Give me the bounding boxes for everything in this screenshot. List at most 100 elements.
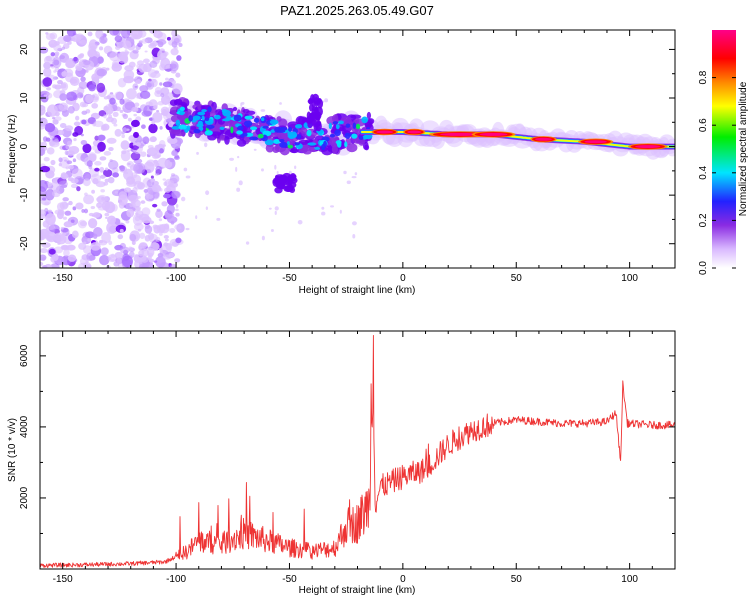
colorbar-tick-label: 0.6 <box>698 118 709 132</box>
heatmap-feature <box>306 111 311 120</box>
heatmap-noise-cell <box>157 41 164 48</box>
heatmap-noise-cell <box>125 219 130 224</box>
heatmap-noise-cell <box>103 114 107 119</box>
heatmap-noise-cell <box>115 41 119 45</box>
heatmap-noise-cell <box>59 123 67 129</box>
heatmap-hot-blob <box>261 117 265 122</box>
heatmap-speckle <box>346 180 351 185</box>
heatmap-noise-cell <box>163 242 169 247</box>
heatmap-noise-cell <box>108 146 114 152</box>
heatmap-noise-cell <box>50 52 56 57</box>
heatmap-noise-cell <box>108 240 113 246</box>
heatmap-noise-cell <box>113 123 118 127</box>
heatmap-noise-cell <box>43 156 50 162</box>
heatmap-feature <box>307 98 314 104</box>
heatmap-noise-cell <box>157 157 169 169</box>
heatmap-core-blob <box>277 131 289 141</box>
heatmap-noise-cell <box>53 43 62 52</box>
heatmap-feature <box>275 174 285 179</box>
heatmap-hot-blob <box>244 115 253 120</box>
heatmap-noise-cell <box>161 144 166 147</box>
heatmap-noise-cell <box>108 30 120 36</box>
heatmap-speckle <box>274 206 279 211</box>
heatmap-speckle <box>279 102 282 105</box>
heatmap-core-blob <box>224 135 230 145</box>
chart-title: PAZ1.2025.263.05.49.G07 <box>280 3 434 18</box>
bottom-xtick-label: -150 <box>53 574 73 585</box>
line-layer <box>40 334 675 568</box>
heatmap-noise-cell <box>92 212 101 218</box>
heatmap-feature <box>311 108 319 117</box>
heatmap-noise-cell <box>133 222 144 231</box>
heatmap-speckle <box>216 217 221 221</box>
heatmap-noise-cell <box>47 209 53 213</box>
heatmap-hotspot-core <box>635 145 661 149</box>
heatmap-noise-cell <box>60 173 69 180</box>
heatmap-noise-cell <box>87 31 93 37</box>
heatmap-noise-cell <box>99 156 107 161</box>
heatmap-noise-cell <box>60 83 67 89</box>
heatmap-noise-cell <box>133 162 144 175</box>
heatmap-noise-cell <box>46 224 56 231</box>
top-xtick-label: -50 <box>282 273 297 284</box>
heatmap-speckle <box>330 205 335 208</box>
heatmap-noise-cell <box>41 242 51 248</box>
heatmap-noise-cell <box>82 143 92 154</box>
heatmap-noise-cell <box>87 237 92 242</box>
heatmap-noise-cell <box>62 197 69 202</box>
top-xlabel: Height of straight line (km) <box>299 285 416 296</box>
heatmap-noise-cell <box>58 180 68 188</box>
heatmap-noise-cell <box>41 197 47 201</box>
heatmap-hot-blob <box>328 122 332 130</box>
heatmap-noise-cell <box>122 127 127 133</box>
heatmap-noise-cell <box>51 253 59 262</box>
heatmap-noise-cell <box>90 93 100 103</box>
heatmap-noise-cell <box>99 174 106 179</box>
heatmap-noise-cell <box>66 140 73 146</box>
bottom-xlabel: Height of straight line (km) <box>299 585 416 596</box>
heatmap-noise-cell <box>173 37 180 44</box>
heatmap-noise-cell <box>68 200 73 206</box>
heatmap-noise-cell <box>64 159 68 162</box>
heatmap-noise-cell <box>51 117 56 120</box>
heatmap-hot-blob <box>264 139 274 146</box>
heatmap-noise-cell <box>40 248 48 254</box>
heatmap-noise-cell <box>143 188 149 193</box>
heatmap-noise-cell <box>41 141 47 148</box>
heatmap-hot-blob <box>362 135 368 140</box>
heatmap-noise-cell <box>169 158 175 163</box>
heatmap-noise-cell <box>150 71 161 79</box>
heatmap-feature <box>310 118 317 126</box>
heatmap-noise-cell <box>50 141 56 147</box>
heatmap-hot-blob <box>257 133 264 139</box>
heatmap-hot-blob <box>329 133 336 138</box>
heatmap-hot-blob <box>178 124 187 130</box>
heatmap-noise-cell <box>135 205 142 211</box>
bottom-ylabel: SNR (10 * v/v) <box>7 418 18 482</box>
heatmap-noise-cell <box>171 190 181 199</box>
top-ytick-label: 20 <box>19 43 30 55</box>
heatmap-noise-cell <box>144 225 153 234</box>
heatmap-noise-cell <box>71 168 83 179</box>
heatmap-speckle <box>276 170 279 174</box>
heatmap-noise-cell <box>82 178 91 187</box>
heatmap-noise-cell <box>54 116 62 122</box>
heatmap-noise-cell <box>126 88 137 100</box>
heatmap-noise-cell <box>103 96 109 100</box>
heatmap-noise-cell <box>178 42 183 47</box>
heatmap-hot-blob <box>278 126 288 131</box>
heatmap-noise-cell <box>65 203 70 206</box>
heatmap-noise-cell <box>114 35 123 43</box>
heatmap-noise-cell <box>64 210 72 216</box>
heatmap-hotspot-core <box>535 137 552 141</box>
heatmap-noise-cell <box>88 212 94 217</box>
heatmap-noise-cell <box>159 82 163 86</box>
heatmap-noise-cell <box>176 55 182 61</box>
heatmap-hot-blob <box>197 111 206 116</box>
heatmap-core-blob <box>340 139 346 145</box>
heatmap-noise-cell <box>159 126 163 130</box>
top-xtick-label: 0 <box>400 273 406 284</box>
heatmap-noise-cell <box>169 63 177 69</box>
heatmap-noise-cell <box>120 30 131 39</box>
